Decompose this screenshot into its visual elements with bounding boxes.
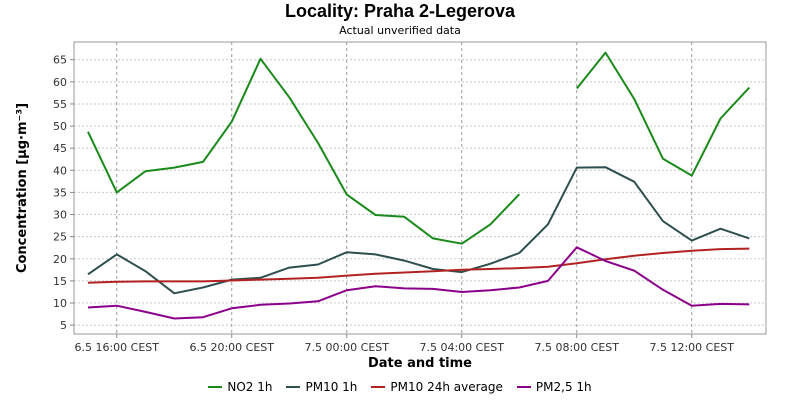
x-axis: 6.5 16:00 CEST 6.5 20:00 CEST 7.5 00:00 CE… <box>74 334 734 354</box>
y-tick-label: 35 <box>53 186 67 199</box>
legend-swatch <box>371 386 386 388</box>
y-tick-label: 5 <box>60 319 67 332</box>
legend-item: PM10 1h <box>286 380 357 394</box>
series-line <box>87 166 750 295</box>
x-tick-label: 6.5 20:00 CEST <box>189 341 274 354</box>
y-tick-label: 25 <box>53 231 67 244</box>
y-tick-label: 65 <box>53 54 67 67</box>
x-tick-label: 7.5 08:00 CEST <box>534 341 619 354</box>
x-axis-label: Date and time <box>368 356 472 371</box>
chart-subtitle: Actual unverified data <box>339 24 461 37</box>
legend-label: PM2,5 1h <box>535 380 592 394</box>
legend-label: PM10 24h average <box>390 380 503 394</box>
y-tick-label: 40 <box>53 164 67 177</box>
legend-swatch <box>208 386 223 388</box>
series-line <box>87 247 750 284</box>
legend-item: NO2 1h <box>208 380 272 394</box>
y-tick-label: 50 <box>53 120 67 133</box>
series-pm10-24h-average <box>87 247 750 284</box>
plot-area <box>73 41 767 335</box>
x-tick-label: 6.5 16:00 CEST <box>74 341 159 354</box>
x-tick-label: 7.5 00:00 CEST <box>304 341 389 354</box>
series-line <box>87 57 521 245</box>
legend-swatch <box>286 386 301 388</box>
y-tick-label: 60 <box>53 76 67 89</box>
legend-item: PM10 24h average <box>371 380 503 394</box>
x-tick-label: 7.5 04:00 CEST <box>419 341 504 354</box>
x-tick-label: 7.5 12:00 CEST <box>649 341 734 354</box>
series-lines <box>87 51 751 320</box>
series-pm2-5-1h <box>87 246 750 320</box>
series-no2-1h <box>87 51 751 245</box>
y-tick-label: 45 <box>53 142 67 155</box>
legend-label: NO2 1h <box>227 380 273 394</box>
line-chart: 5 10 15 20 25 30 35 40 45 50 55 60 65 6.5 16:00 CEST… <box>15 41 767 371</box>
y-tick-label: 30 <box>53 209 67 222</box>
y-tick-label: 55 <box>53 98 67 111</box>
series-line <box>576 51 751 177</box>
legend-swatch <box>516 386 531 388</box>
y-tick-label: 15 <box>53 275 67 288</box>
y-tick-label: 20 <box>53 253 67 266</box>
chart-legend: NO2 1h PM10 1h PM10 24h average PM2,5 1h <box>0 380 800 394</box>
series-pm10-1h <box>87 166 750 295</box>
chart-title: Locality: Praha 2-Legerova <box>284 1 516 21</box>
series-line <box>87 246 750 320</box>
legend-item: PM2,5 1h <box>516 380 592 394</box>
legend-label: PM10 1h <box>305 380 358 394</box>
y-axis-label: Concentration [µg·m⁻³] <box>15 103 30 273</box>
y-tick-label: 10 <box>53 297 67 310</box>
y-axis: 5 10 15 20 25 30 35 40 45 50 55 60 65 <box>53 54 74 332</box>
